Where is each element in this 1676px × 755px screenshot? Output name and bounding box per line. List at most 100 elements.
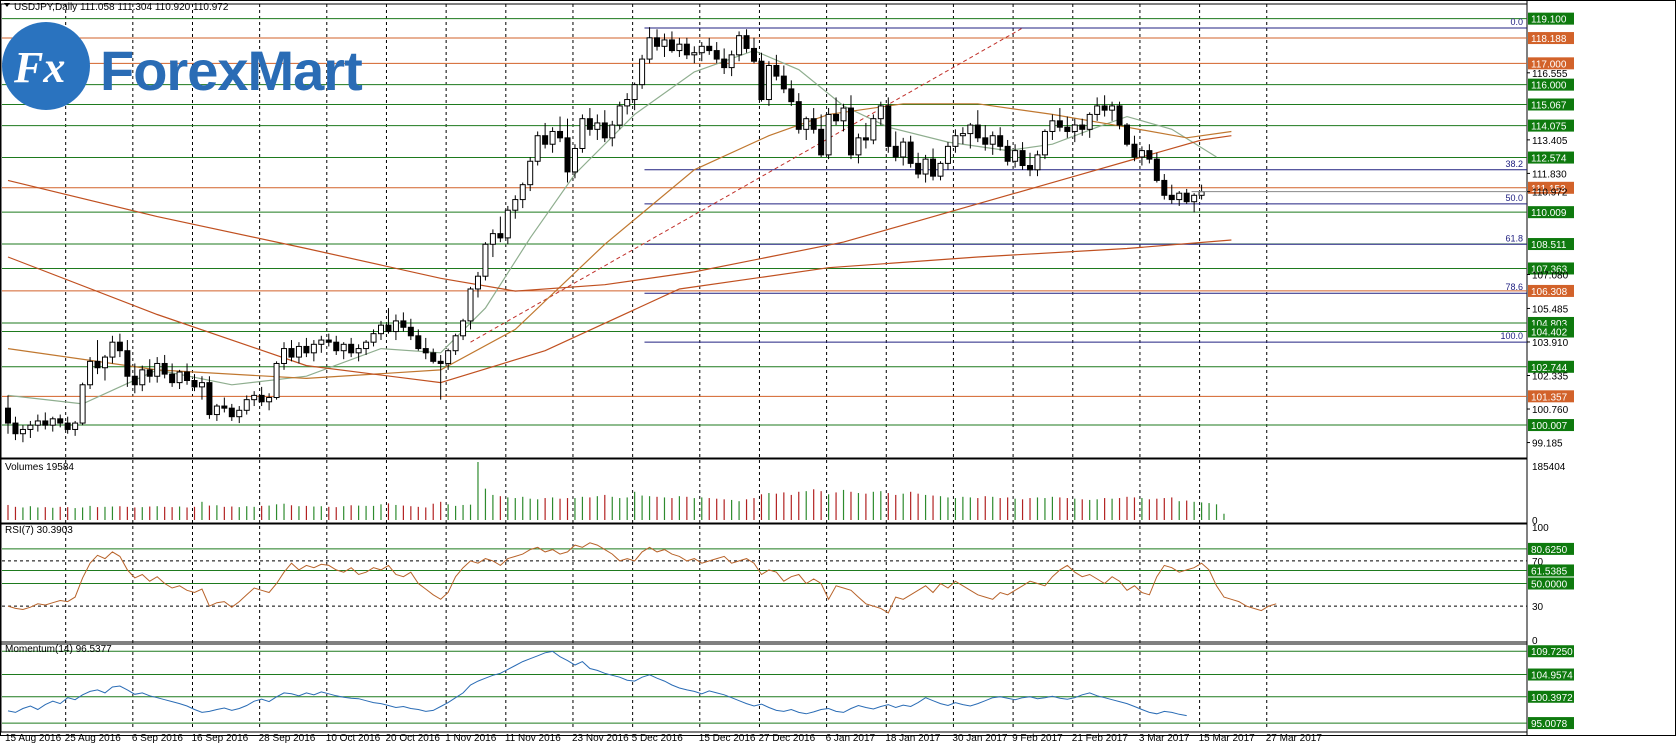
candle-body <box>840 107 847 122</box>
candle-body <box>1027 165 1034 171</box>
volume-pane-title: Volumes 19584 <box>5 462 74 473</box>
price-axis-label: 110.009 <box>1531 208 1567 219</box>
candle-body <box>94 360 101 369</box>
candle-body <box>1056 120 1063 128</box>
candle-body <box>542 135 549 145</box>
rsi-axis-label: 50.0000 <box>1531 580 1568 591</box>
candle-body <box>221 405 228 409</box>
candle-body <box>266 397 273 403</box>
candle-body <box>512 199 519 211</box>
candle-body <box>169 373 176 384</box>
rsi-pane-title: RSI(7) 30.3903 <box>5 525 73 536</box>
price-axis-label: 108.511 <box>1531 240 1567 251</box>
candle-body <box>474 275 481 290</box>
candle-body <box>1146 150 1153 160</box>
x-tick-label: 25 Aug 2016 <box>65 733 122 744</box>
candle-body <box>489 233 496 245</box>
candle-body <box>1176 192 1183 201</box>
candle-body <box>952 135 959 147</box>
candle-body <box>64 422 71 430</box>
candle-body <box>333 341 340 352</box>
candle-body <box>668 39 675 52</box>
candle-body <box>519 184 526 201</box>
candle-body <box>616 105 623 126</box>
price-axis-label: 112.574 <box>1531 154 1567 165</box>
candle-body <box>728 54 735 69</box>
candle-body <box>236 409 243 418</box>
candle-body <box>1019 150 1026 167</box>
candle-body <box>1116 105 1123 126</box>
candle-body <box>452 335 459 352</box>
candle-body <box>318 339 325 345</box>
rsi-axis-label: 100 <box>1532 523 1549 534</box>
momentum-axis-label: 100.3972 <box>1531 693 1573 704</box>
x-tick-label: 30 Jan 2017 <box>952 733 1007 744</box>
price-label-box <box>1528 98 1574 111</box>
pane-collapse-icon[interactable] <box>4 3 10 7</box>
candle-body <box>624 99 631 107</box>
candle-body <box>1153 158 1160 181</box>
candle-body <box>885 105 892 147</box>
candle-body <box>1049 120 1056 132</box>
candle-body <box>1168 194 1175 201</box>
candle-body <box>198 382 205 388</box>
candle-body <box>146 369 153 377</box>
candle-body <box>176 371 183 384</box>
candle-body <box>116 341 123 352</box>
candle-body <box>437 360 444 364</box>
price-axis-label: 100.760 <box>1532 405 1569 416</box>
price-axis-label: 102.335 <box>1532 371 1569 382</box>
candle-body <box>1198 191 1205 196</box>
price-label-box <box>1528 284 1574 297</box>
candle-body <box>385 324 392 333</box>
candle-body <box>295 345 302 358</box>
candle-body <box>698 45 705 54</box>
candle-body <box>1071 124 1078 132</box>
price-label-box <box>1528 57 1574 70</box>
pane-frame-vol <box>0 457 1528 525</box>
moving-average-ma_slow <box>7 135 1232 292</box>
candle-body <box>892 145 899 158</box>
candle-body <box>467 288 474 322</box>
fib-level-label: 78.6 <box>1505 282 1523 292</box>
candle-body <box>564 137 571 173</box>
candle-body <box>1131 143 1138 158</box>
price-axis-label: 117.000 <box>1531 59 1567 70</box>
candle-body <box>1101 105 1108 111</box>
candle-body <box>1034 154 1041 171</box>
candle-body <box>601 122 608 139</box>
pane-frame-mom <box>0 641 1528 733</box>
candle-body <box>974 124 981 139</box>
candle-body <box>154 362 161 377</box>
candle-body <box>109 341 116 358</box>
price-axis-label: 104.402 <box>1531 328 1568 339</box>
candle-body <box>549 130 556 145</box>
fib-level-label: 0.0 <box>1510 17 1523 27</box>
x-tick-label: 6 Sep 2016 <box>132 733 184 744</box>
price-axis-label: 118.188 <box>1531 34 1567 45</box>
momentum-pane-title: Momentum(14) 96.5377 <box>5 644 112 655</box>
price-axis-label: 107.080 <box>1532 270 1569 281</box>
price-label-box <box>1528 32 1574 45</box>
momentum-label-box <box>1528 717 1574 730</box>
momentum-axis-label: 95.0078 <box>1531 719 1568 730</box>
candle-body <box>609 124 616 139</box>
candle-body <box>415 335 422 350</box>
logo-fx-mark: Fx <box>14 43 66 92</box>
x-tick-label: 15 Aug 2016 <box>5 733 62 744</box>
candle-body <box>79 384 86 424</box>
x-tick-label: 3 Mar 2017 <box>1139 733 1190 744</box>
momentum-label-box <box>1528 645 1574 658</box>
price-label-box <box>1528 78 1574 91</box>
price-label-box <box>1528 119 1574 132</box>
rsi-line <box>7 542 1277 614</box>
candle-body <box>721 58 728 69</box>
candle-body <box>206 382 213 416</box>
price-axis-label: 115.067 <box>1531 100 1567 111</box>
candle-body <box>1183 192 1190 203</box>
candle-body <box>930 158 937 177</box>
momentum-label-box <box>1528 690 1574 703</box>
candle-body <box>758 60 765 101</box>
